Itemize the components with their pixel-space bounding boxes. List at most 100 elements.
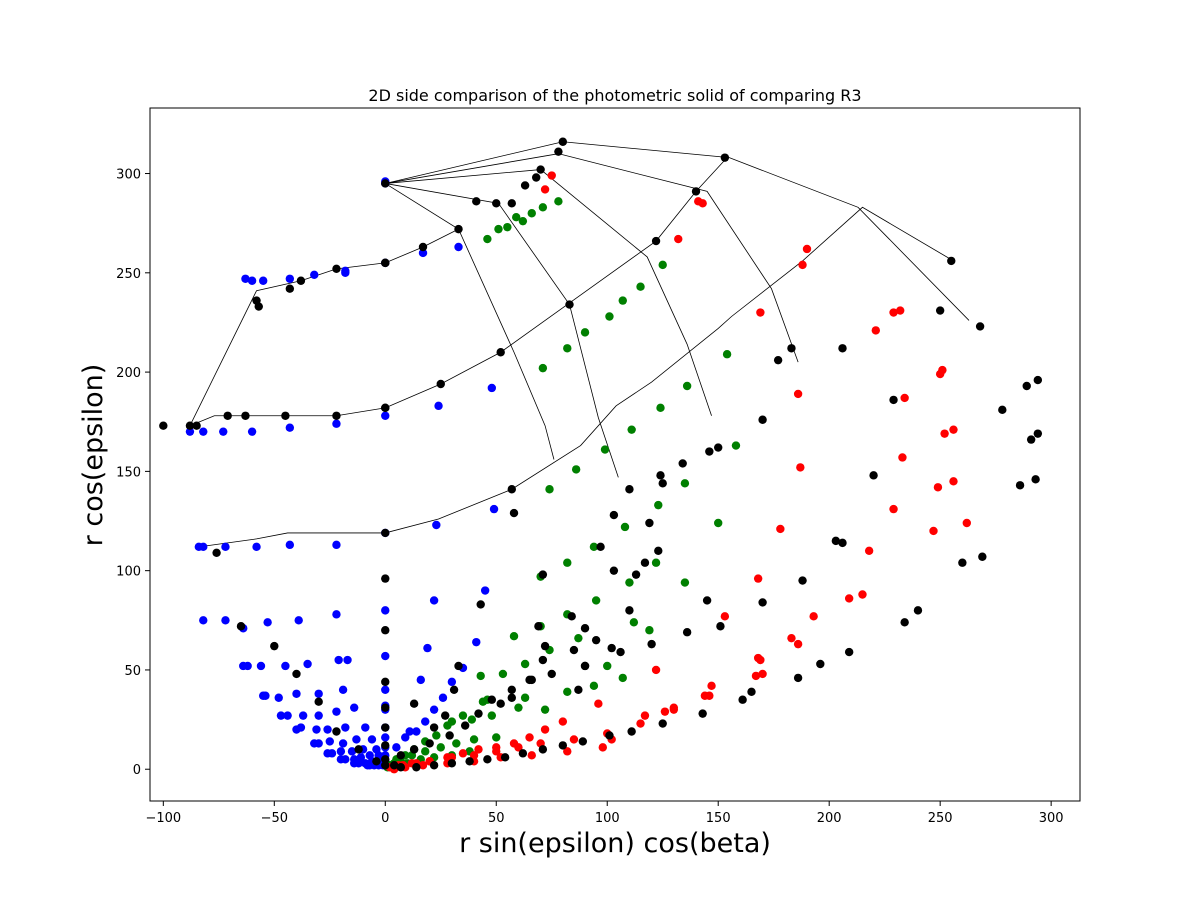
blue-data-point <box>392 743 401 752</box>
black-data-point <box>332 727 341 736</box>
blue-data-point <box>283 711 292 720</box>
black-data-point <box>381 677 390 687</box>
blue-data-point <box>480 586 490 595</box>
black-data-point <box>192 421 201 430</box>
green-data-point <box>563 687 572 696</box>
black-data-point <box>538 745 548 754</box>
blue-data-point <box>454 242 463 252</box>
blue-data-point <box>323 725 332 734</box>
black-data-point <box>900 618 909 627</box>
black-data-point <box>889 395 898 405</box>
black-data-point <box>425 739 434 748</box>
red-data-point <box>753 574 763 583</box>
blue-data-point <box>487 383 497 393</box>
green-data-point <box>651 558 661 567</box>
x-axis-label: r sin(epsilon) cos(beta) <box>459 828 771 859</box>
black-data-point <box>773 355 783 365</box>
black-data-point <box>678 459 687 468</box>
red-data-point <box>896 306 905 315</box>
green-data-point <box>494 224 503 234</box>
red-data-point <box>651 665 661 675</box>
black-data-point <box>254 302 263 311</box>
blue-data-point <box>274 693 283 702</box>
red-data-point <box>871 326 880 335</box>
black-data-point <box>831 536 841 546</box>
black-data-point <box>569 645 579 655</box>
black-data-point <box>958 558 967 567</box>
black-data-point <box>627 727 636 736</box>
x-tick-label: 150 <box>706 811 731 826</box>
red-data-point <box>798 260 807 270</box>
blue-data-point <box>332 707 341 716</box>
black-data-point <box>472 197 481 206</box>
y-axis-label: r cos(epsilon) <box>78 364 109 547</box>
black-data-point <box>580 624 590 633</box>
red-data-point <box>418 761 428 770</box>
black-data-point <box>381 761 390 770</box>
black-data-point <box>716 622 725 631</box>
green-data-point <box>518 216 528 226</box>
green-data-point <box>636 282 645 291</box>
black-data-point <box>631 570 641 579</box>
black-data-point <box>574 685 583 695</box>
black-data-point <box>758 415 767 424</box>
x-tick-label: 300 <box>1039 811 1064 826</box>
black-data-point <box>625 606 634 615</box>
green-data-point <box>722 350 732 359</box>
red-data-point <box>889 308 898 317</box>
black-data-point <box>838 344 847 353</box>
black-data-point <box>793 673 803 683</box>
red-data-point <box>594 699 603 708</box>
green-data-point <box>571 465 581 474</box>
black-data-point <box>596 542 605 552</box>
green-data-point <box>714 518 723 528</box>
red-data-point <box>474 745 483 754</box>
y-tick-label: 0 <box>133 763 141 778</box>
x-tick-label: 250 <box>928 811 953 826</box>
x-tick-label: 200 <box>817 811 842 826</box>
red-data-point <box>492 743 501 752</box>
green-data-point <box>682 381 692 391</box>
black-data-point <box>454 224 463 234</box>
blue-data-point <box>258 276 268 285</box>
black-data-point <box>947 256 956 266</box>
black-data-point <box>567 612 576 621</box>
wireframe-line <box>385 141 970 321</box>
black-data-point <box>332 264 341 274</box>
black-data-point <box>525 675 534 685</box>
green-data-point <box>731 441 741 450</box>
black-data-point <box>698 709 707 718</box>
green-data-point <box>483 234 492 244</box>
blue-data-point <box>447 677 457 687</box>
green-data-point <box>563 558 572 567</box>
red-data-point <box>802 244 812 254</box>
green-data-point <box>591 596 601 605</box>
red-data-point <box>753 653 763 663</box>
black-data-point <box>520 181 530 190</box>
blue-data-point <box>285 540 295 550</box>
red-data-point <box>563 747 572 756</box>
green-data-point <box>509 631 519 641</box>
blue-data-point <box>341 723 350 732</box>
black-data-point <box>1033 429 1043 438</box>
green-data-point <box>603 661 612 671</box>
black-data-point <box>747 687 756 696</box>
red-data-point <box>809 612 818 621</box>
black-data-point <box>558 137 568 146</box>
black-data-point <box>476 600 485 609</box>
black-data-point <box>758 598 767 607</box>
green-data-point <box>618 673 627 683</box>
black-data-point <box>483 755 492 764</box>
blue-data-point <box>381 651 390 661</box>
red-data-point <box>776 524 785 534</box>
blue-data-point <box>243 661 252 671</box>
black-data-point <box>935 306 945 315</box>
blue-data-point <box>303 659 312 669</box>
red-data-point <box>669 703 679 712</box>
blue-data-point <box>381 606 390 615</box>
blue-data-point <box>263 618 272 627</box>
green-data-point <box>589 542 599 552</box>
red-data-point <box>929 526 938 536</box>
blue-data-point <box>338 685 348 695</box>
red-data-point <box>509 739 519 748</box>
